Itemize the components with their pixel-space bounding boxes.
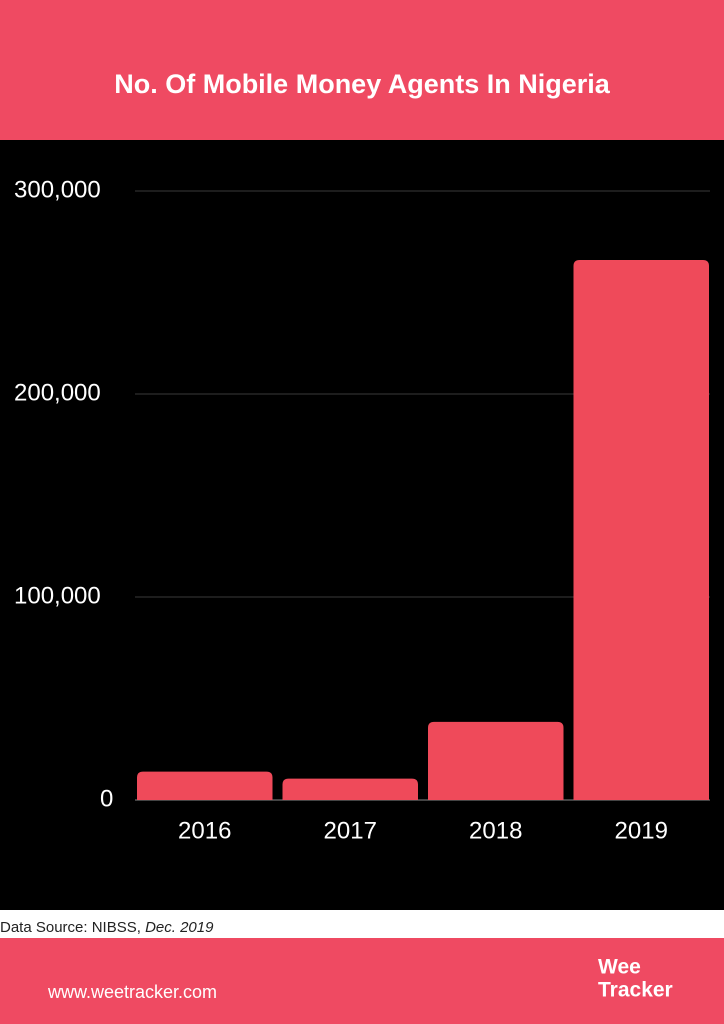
bar bbox=[573, 260, 709, 800]
bar bbox=[137, 771, 273, 800]
source-label: Data Source: NIBSS, bbox=[0, 919, 141, 936]
logo-top: Wee bbox=[598, 956, 641, 979]
bar bbox=[428, 721, 564, 800]
y-tick-label: 100,000 bbox=[14, 582, 101, 609]
y-tick-label: 0 bbox=[100, 785, 113, 812]
header-band bbox=[0, 0, 724, 140]
footer-url[interactable]: www.weetracker.com bbox=[47, 982, 217, 1002]
y-tick-label: 300,000 bbox=[14, 176, 101, 203]
x-tick-label: 2017 bbox=[324, 817, 377, 844]
logo-bottom: Tracker bbox=[598, 979, 673, 1002]
bar bbox=[282, 778, 418, 800]
source-date: Dec. 2019 bbox=[145, 919, 214, 936]
footer-band bbox=[0, 938, 724, 1024]
x-tick-label: 2019 bbox=[615, 817, 668, 844]
y-tick-label: 200,000 bbox=[14, 379, 101, 406]
chart-title: No. Of Mobile Money Agents In Nigeria bbox=[114, 69, 611, 99]
source-note: Data Source: NIBSS, Dec. 2019 bbox=[0, 919, 214, 936]
x-tick-label: 2016 bbox=[178, 817, 231, 844]
source-band bbox=[0, 910, 724, 938]
x-tick-label: 2018 bbox=[469, 817, 522, 844]
